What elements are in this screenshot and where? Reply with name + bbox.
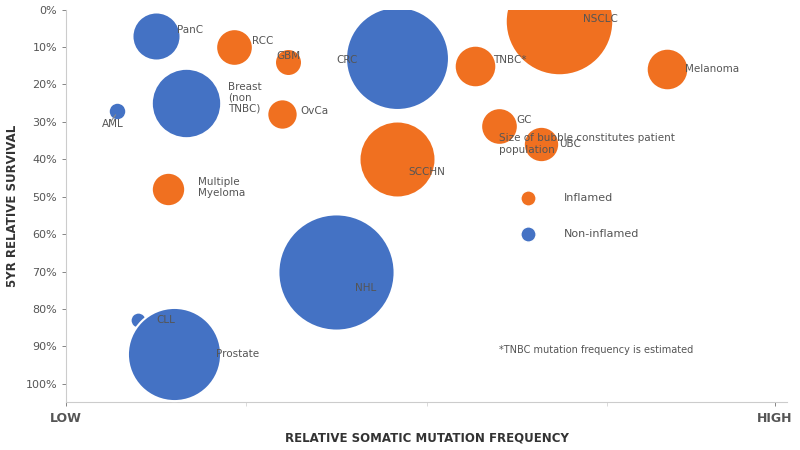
- Point: [390, 156, 403, 163]
- Text: CRC: CRC: [337, 55, 358, 65]
- Text: Multiple
Myeloma: Multiple Myeloma: [198, 177, 246, 198]
- Text: Inflamed: Inflamed: [563, 193, 613, 203]
- Text: AML: AML: [102, 119, 124, 129]
- Text: Breast
(non
TNBC): Breast (non TNBC): [228, 82, 262, 113]
- Point: [98, 8, 111, 15]
- Text: PanC: PanC: [178, 25, 203, 35]
- Point: [468, 62, 481, 69]
- Point: [276, 111, 289, 118]
- Text: Non-inflamed: Non-inflamed: [563, 229, 639, 238]
- Text: GC: GC: [517, 115, 532, 125]
- Point: [390, 54, 403, 62]
- Point: [661, 66, 674, 73]
- Point: [111, 107, 124, 114]
- Point: [162, 185, 174, 193]
- Point: [132, 316, 145, 324]
- Point: [98, 8, 111, 15]
- Text: CLL: CLL: [156, 315, 175, 325]
- Text: SCCHN: SCCHN: [409, 167, 446, 177]
- Text: NSCLC: NSCLC: [582, 14, 618, 24]
- Text: Prostate: Prostate: [216, 349, 259, 359]
- Point: [228, 43, 241, 50]
- Point: [492, 122, 505, 129]
- Point: [282, 58, 295, 66]
- Point: [180, 99, 193, 107]
- X-axis label: RELATIVE SOMATIC MUTATION FREQUENCY: RELATIVE SOMATIC MUTATION FREQUENCY: [285, 432, 569, 445]
- Y-axis label: 5YR RELATIVE SURVIVAL: 5YR RELATIVE SURVIVAL: [6, 125, 18, 287]
- Point: [534, 141, 547, 148]
- Text: Melanoma: Melanoma: [685, 64, 739, 74]
- Point: [150, 32, 162, 39]
- Text: TNBC*: TNBC*: [493, 55, 526, 65]
- Point: [168, 350, 181, 357]
- Text: RCC: RCC: [252, 36, 274, 46]
- Text: *TNBC mutation frequency is estimated: *TNBC mutation frequency is estimated: [498, 345, 693, 356]
- Text: OvCa: OvCa: [301, 106, 329, 116]
- Text: UBC: UBC: [558, 139, 581, 149]
- Point: [330, 268, 343, 275]
- Point: [552, 17, 565, 24]
- Text: GBM: GBM: [277, 51, 301, 61]
- Text: Size of bubble constitutes patient
population: Size of bubble constitutes patient popul…: [498, 133, 674, 155]
- Text: NHL: NHL: [354, 284, 376, 293]
